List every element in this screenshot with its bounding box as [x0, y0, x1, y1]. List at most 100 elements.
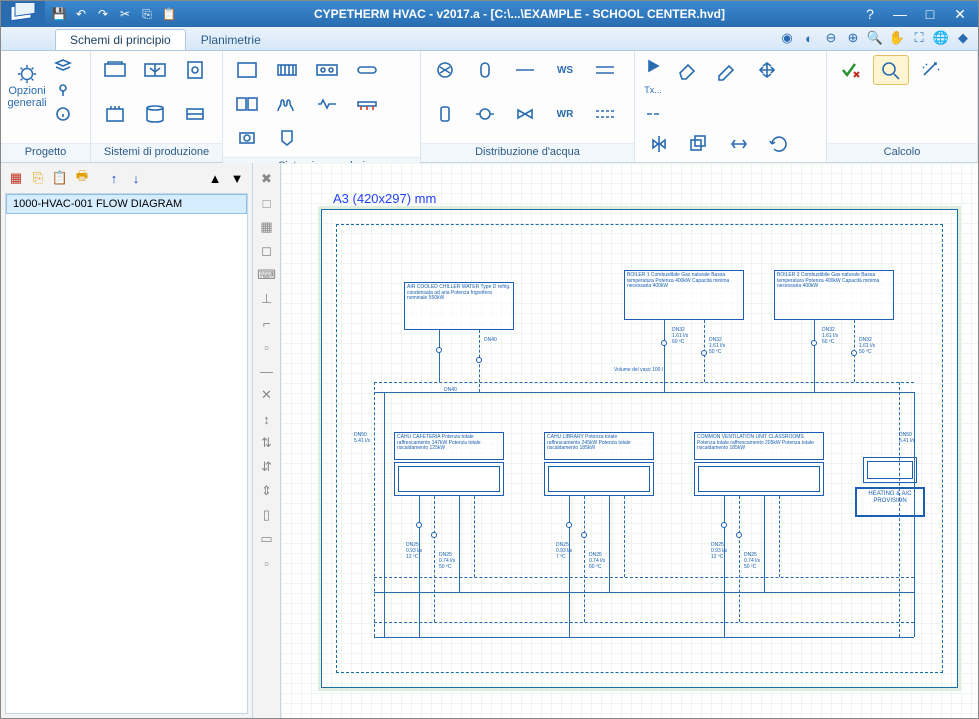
- fancoil-icon[interactable]: [269, 55, 305, 85]
- side-tool-8[interactable]: —: [257, 361, 277, 381]
- view-tool-6[interactable]: ⛶: [910, 29, 928, 47]
- ahu-icon[interactable]: [309, 55, 345, 85]
- close-button[interactable]: ✕: [946, 4, 974, 24]
- text-button[interactable]: Tx...: [641, 79, 665, 101]
- side-tool-11[interactable]: ⇅: [257, 433, 277, 453]
- lp-down-icon[interactable]: ↓: [127, 169, 145, 187]
- move-icon[interactable]: [749, 55, 785, 85]
- separator-icon[interactable]: [467, 99, 503, 129]
- stretch-icon[interactable]: [721, 129, 757, 159]
- view-tool-8[interactable]: ◆: [954, 29, 972, 47]
- ahu3-box[interactable]: COMMON VENTILATION UNIT CLASSROOMS Poten…: [694, 432, 824, 460]
- vrv-icon[interactable]: [229, 89, 265, 119]
- wr-button[interactable]: WR: [547, 99, 583, 129]
- tower-icon[interactable]: [97, 99, 133, 129]
- side-tool-13[interactable]: ⇕: [257, 481, 277, 501]
- boiler2-box[interactable]: BOILER 2 Combustibile Gas naturale Bassa…: [774, 270, 894, 320]
- pipe3-icon[interactable]: [587, 99, 623, 129]
- lp-up-icon[interactable]: ↑: [105, 169, 123, 187]
- view-tool-0[interactable]: ◉: [778, 29, 796, 47]
- tab-planimetrie[interactable]: Planimetrie: [186, 29, 276, 50]
- side-tool-2[interactable]: ▦: [257, 217, 277, 237]
- view-tool-2[interactable]: ⊖: [822, 29, 840, 47]
- ahu1-unit[interactable]: [394, 462, 504, 496]
- opzioni-generali-button[interactable]: Opzioni generali: [7, 55, 47, 117]
- help-button[interactable]: ?: [856, 4, 884, 24]
- lp-collapse-icon[interactable]: ▼: [228, 169, 246, 187]
- wand-icon[interactable]: [913, 55, 949, 85]
- vessel-icon[interactable]: [269, 123, 305, 153]
- side-tool-16[interactable]: ▫: [257, 553, 277, 573]
- cut-icon[interactable]: ✂: [117, 6, 133, 22]
- coil-icon[interactable]: [309, 89, 345, 119]
- radiator-icon[interactable]: [229, 55, 265, 85]
- floor-icon[interactable]: [269, 89, 305, 119]
- boiler-icon[interactable]: [177, 55, 213, 85]
- lp-paste-icon[interactable]: 📋: [51, 169, 69, 187]
- ws-button[interactable]: WS: [547, 55, 583, 85]
- side-tool-7[interactable]: ▫: [257, 337, 277, 357]
- maximize-button[interactable]: □: [916, 4, 944, 24]
- chiller-icon[interactable]: [97, 55, 133, 85]
- expansion-icon[interactable]: [467, 55, 503, 85]
- side-tool-12[interactable]: ⇵: [257, 457, 277, 477]
- save-icon[interactable]: 💾: [51, 6, 67, 22]
- heatpump-icon[interactable]: [137, 55, 173, 85]
- side-tool-9[interactable]: ✕: [257, 385, 277, 405]
- tab-schemi[interactable]: Schemi di principio: [55, 29, 186, 50]
- side-tool-15[interactable]: ▭: [257, 529, 277, 549]
- rotate-icon[interactable]: [761, 129, 797, 159]
- lp-new-icon[interactable]: ▦: [7, 169, 25, 187]
- lp-expand-icon[interactable]: ▲: [206, 169, 224, 187]
- tank-icon[interactable]: [137, 99, 173, 129]
- search-icon[interactable]: [873, 55, 909, 85]
- ahu1-box[interactable]: CAHU CAFETERIA Potenza totale raffrescam…: [394, 432, 504, 460]
- ahu2-unit[interactable]: [544, 462, 654, 496]
- buffer-icon[interactable]: [427, 99, 463, 129]
- view-tool-3[interactable]: ⊕: [844, 29, 862, 47]
- side-tool-4[interactable]: ⌨: [257, 265, 277, 285]
- play-icon[interactable]: [641, 55, 665, 77]
- minimize-button[interactable]: —: [886, 4, 914, 24]
- ahu2-box[interactable]: CAHU LIBRARY Potenza totale raffrescamen…: [544, 432, 654, 460]
- view-tool-7[interactable]: 🌐: [932, 29, 950, 47]
- pump2-icon[interactable]: [229, 123, 265, 153]
- pin-icon[interactable]: [51, 79, 75, 101]
- side-tool-6[interactable]: ⌐: [257, 313, 277, 333]
- layers-icon[interactable]: [51, 55, 75, 77]
- side-tool-5[interactable]: ⊥: [257, 289, 277, 309]
- drawing-item[interactable]: 1000-HVAC-001 FLOW DIAGRAM: [6, 194, 247, 214]
- undo-icon[interactable]: ↶: [73, 6, 89, 22]
- pump-icon[interactable]: [427, 55, 463, 85]
- canvas[interactable]: A3 (420x297) mm AIR COOLED CHILLER WATER…: [281, 163, 978, 718]
- view-tool-4[interactable]: 🔍: [866, 29, 884, 47]
- manifold-icon[interactable]: [349, 89, 385, 119]
- side-tool-3[interactable]: ◻: [257, 241, 277, 261]
- pipe-icon[interactable]: [507, 55, 543, 85]
- side-tool-1[interactable]: □: [257, 193, 277, 213]
- chiller-box[interactable]: AIR COOLED CHILLER WATER Type D refrig. …: [404, 282, 514, 330]
- view-tool-1[interactable]: ◐: [800, 29, 818, 47]
- paste-icon[interactable]: 📋: [161, 6, 177, 22]
- break-icon[interactable]: [641, 103, 665, 125]
- redo-icon[interactable]: ↷: [95, 6, 111, 22]
- ahu3-unit[interactable]: [694, 462, 824, 496]
- copy-icon[interactable]: ⎘: [139, 6, 155, 22]
- pipe2-icon[interactable]: [587, 55, 623, 85]
- boiler1-box[interactable]: BOILER 1 Combustibile Gas naturale Bassa…: [624, 270, 744, 320]
- split-icon[interactable]: [349, 55, 385, 85]
- lp-print-icon[interactable]: 🖶: [73, 169, 91, 187]
- lp-copy-icon[interactable]: ⎘: [29, 169, 47, 187]
- side-tool-0[interactable]: ✖: [257, 169, 277, 189]
- side-tool-10[interactable]: ↕: [257, 409, 277, 429]
- view-tool-5[interactable]: ✋: [888, 29, 906, 47]
- exchanger-icon[interactable]: [177, 99, 213, 129]
- edit-icon[interactable]: [709, 55, 745, 85]
- valve-icon[interactable]: [507, 99, 543, 129]
- erase-icon[interactable]: [669, 55, 705, 85]
- check-icon[interactable]: [833, 55, 869, 85]
- side-tool-14[interactable]: ▯: [257, 505, 277, 525]
- copy2-icon[interactable]: [681, 129, 717, 159]
- info-icon[interactable]: [51, 103, 75, 125]
- mirror-icon[interactable]: [641, 129, 677, 159]
